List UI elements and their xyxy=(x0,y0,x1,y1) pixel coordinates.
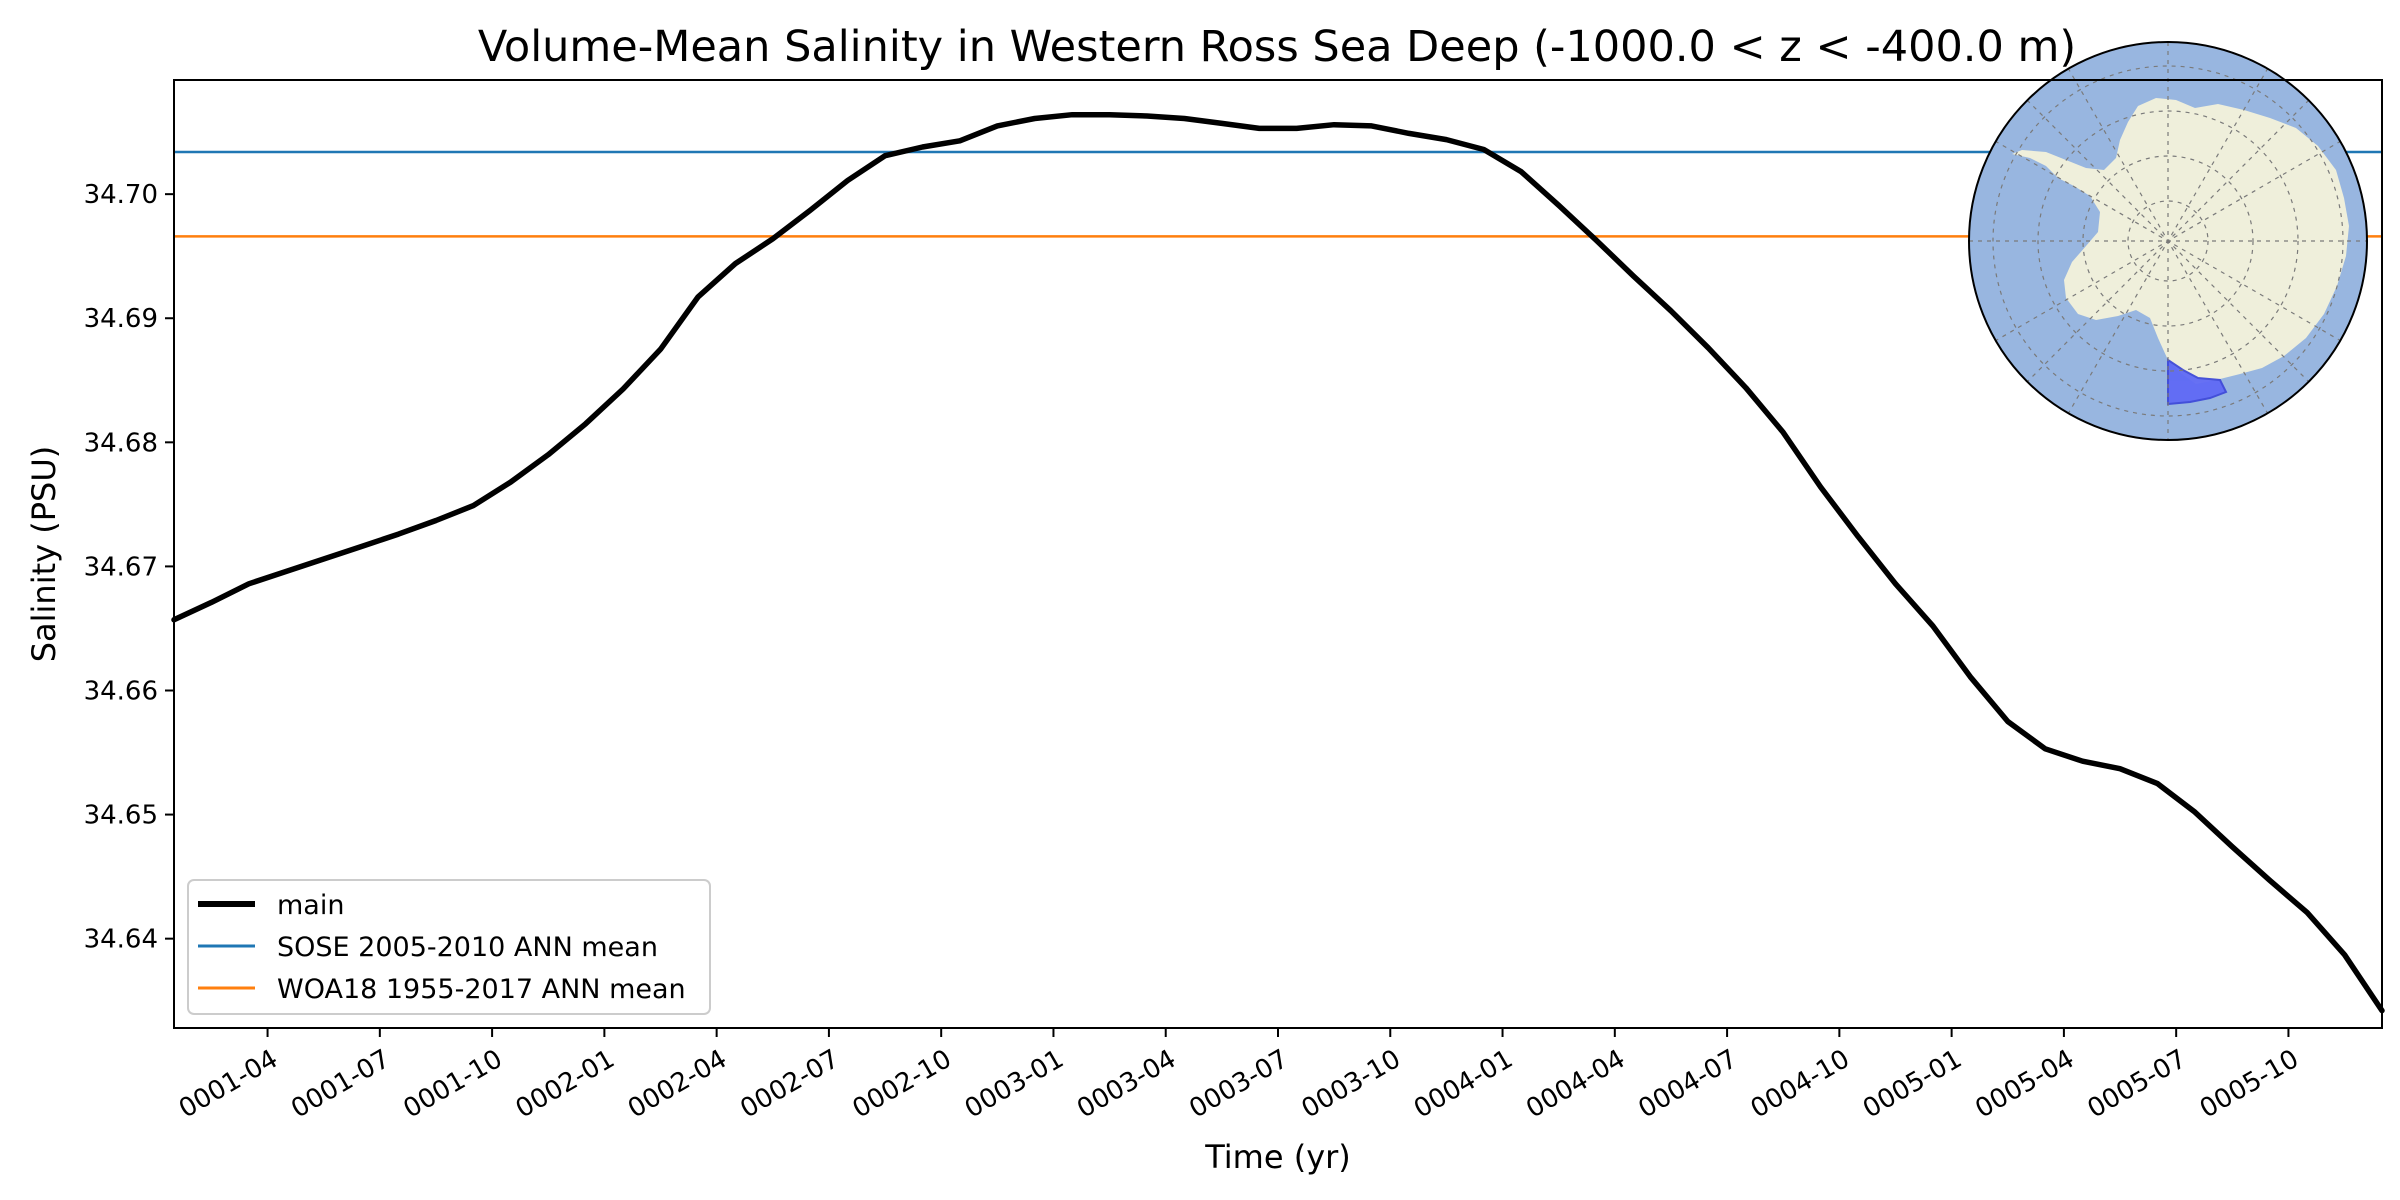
antarctica-inset-map xyxy=(1968,41,2368,441)
y-tick-label: 34.70 xyxy=(84,180,158,210)
y-tick-label: 34.67 xyxy=(84,552,158,582)
y-axis-ticks: 34.64 34.65 34.66 34.67 34.68 34.69 34.70 xyxy=(84,180,174,955)
data-series xyxy=(171,111,2385,1014)
inset-graticule xyxy=(1969,42,2367,440)
y-tick-label: 34.69 xyxy=(84,304,158,334)
series-line-0 xyxy=(171,111,2385,1014)
legend-label-woa18: WOA18 1955-2017 ANN mean xyxy=(277,974,686,1005)
y-tick-label: 34.68 xyxy=(84,428,158,458)
ross-sea-region xyxy=(2167,358,2228,406)
chart-title: Volume-Mean Salinity in Western Ross Sea… xyxy=(478,22,2076,72)
x-axis-label: Time (yr) xyxy=(1204,1138,1351,1176)
y-tick-label: 34.64 xyxy=(84,925,158,955)
legend-box xyxy=(187,879,711,1015)
legend: main SOSE 2005-2010 ANN mean WOA18 1955-… xyxy=(187,879,711,1015)
plot-frame xyxy=(173,79,2383,1029)
legend-label-main: main xyxy=(277,890,344,921)
y-tick-label: 34.65 xyxy=(84,801,158,831)
y-tick-label: 34.66 xyxy=(84,676,158,706)
y-axis-label: Salinity (PSU) xyxy=(25,446,63,663)
inset-border xyxy=(1968,41,2368,441)
legend-label-sose: SOSE 2005-2010 ANN mean xyxy=(277,932,658,963)
